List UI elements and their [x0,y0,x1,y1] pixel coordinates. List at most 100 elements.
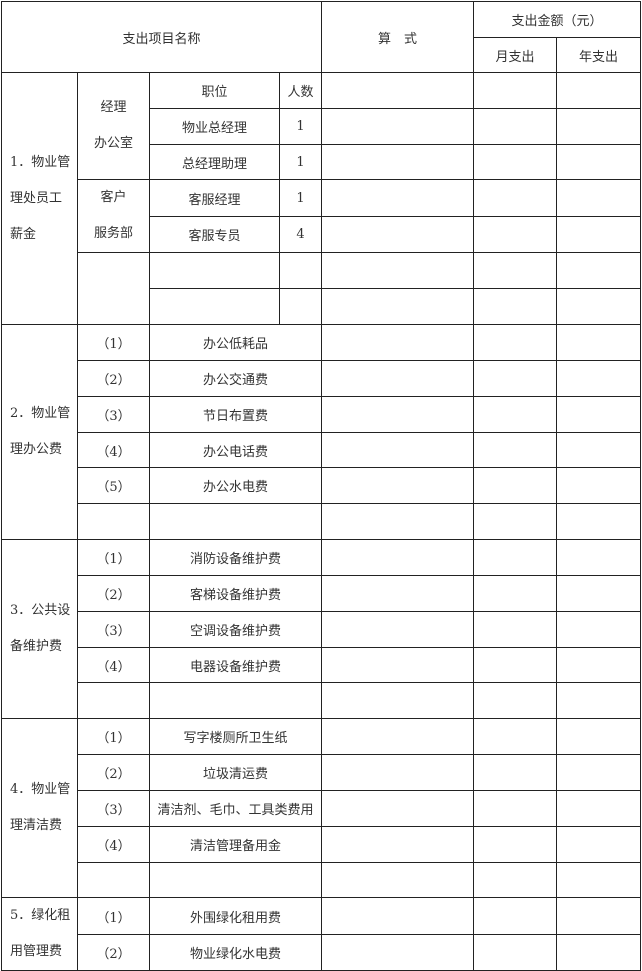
yearly-cell[interactable] [556,288,642,326]
formula-cell[interactable] [321,252,475,290]
formula-cell[interactable] [321,897,475,935]
formula-cell[interactable] [321,503,475,541]
blank-item[interactable] [148,503,323,541]
formula-cell[interactable] [321,933,475,971]
yearly-cell[interactable] [556,574,642,612]
yearly-cell[interactable] [556,467,642,505]
formula-cell[interactable] [321,324,475,361]
blank-position[interactable] [149,288,280,326]
formula-cell[interactable] [321,288,475,326]
text-line: 3．公共设 [10,603,71,619]
formula-cell[interactable] [321,395,475,433]
header-row: 支出项目名称 算 式 支出金额（元） [0,1,642,73]
blank-count[interactable] [278,252,323,290]
yearly-cell[interactable] [556,539,642,576]
item-name: 垃圾清运费 [148,754,323,791]
formula-cell[interactable] [321,431,475,469]
yearly-cell[interactable] [556,359,642,397]
formula-cell[interactable] [321,359,475,397]
monthly-cell[interactable] [473,143,558,181]
monthly-cell[interactable] [473,215,558,254]
yearly-cell[interactable] [556,503,642,541]
yearly-cell[interactable] [556,431,642,469]
yearly-cell[interactable] [556,754,642,791]
monthly-cell[interactable] [473,646,558,684]
blank-number[interactable] [77,861,150,899]
monthly-cell[interactable] [473,324,558,361]
monthly-cell[interactable] [473,897,558,935]
monthly-cell[interactable] [473,503,558,541]
formula-cell[interactable] [321,539,475,576]
formula-cell[interactable] [321,107,475,145]
yearly-cell[interactable] [556,215,642,254]
item-name: 清洁剂、毛巾、工具类费用 [148,789,323,827]
yearly-cell[interactable] [556,933,642,971]
monthly-cell[interactable] [473,431,558,469]
monthly-cell[interactable] [473,179,558,217]
formula-cell[interactable] [321,825,475,863]
monthly-cell[interactable] [473,861,558,899]
yearly-cell[interactable] [556,610,642,648]
formula-cell[interactable] [321,718,475,756]
yearly-cell[interactable] [556,682,642,720]
yearly-cell[interactable] [556,324,642,361]
yearly-cell[interactable] [556,825,642,863]
blank-item[interactable] [148,682,323,720]
monthly-cell[interactable] [473,825,558,863]
text-line: 用管理费 [10,944,63,960]
department-name: 客户 服务部 [77,179,150,254]
formula-cell[interactable] [321,754,475,791]
staff-count: 1 [278,107,323,145]
formula-cell[interactable] [321,179,475,217]
blank-department [77,252,150,326]
yearly-cell[interactable] [556,718,642,756]
table-row: 5．绿化租 用管理费 （1） 外围绿化租用费 [1,897,642,971]
table-row: （2） 客梯设备维护费 [2,574,642,612]
yearly-cell[interactable] [556,252,642,290]
formula-cell[interactable] [321,861,475,899]
monthly-cell[interactable] [473,754,558,791]
formula-cell[interactable] [321,72,475,109]
table-row [2,288,642,326]
monthly-cell[interactable] [473,359,558,397]
staff-count: 1 [278,179,323,217]
formula-cell[interactable] [321,610,475,648]
monthly-cell[interactable] [473,539,558,576]
monthly-cell[interactable] [473,107,558,145]
formula-cell[interactable] [321,682,475,720]
blank-item[interactable] [148,861,323,899]
monthly-cell[interactable] [473,467,558,505]
monthly-cell[interactable] [473,252,558,290]
monthly-cell[interactable] [473,718,558,756]
monthly-cell[interactable] [473,288,558,326]
monthly-cell[interactable] [473,72,558,109]
table-row: （5） 办公水电费 [2,467,642,505]
monthly-cell[interactable] [473,395,558,433]
formula-cell[interactable] [321,467,475,505]
yearly-cell[interactable] [556,789,642,827]
yearly-cell[interactable] [556,395,642,433]
formula-cell[interactable] [321,646,475,684]
yearly-cell[interactable] [556,107,642,145]
monthly-cell[interactable] [473,933,558,971]
text-line: 经理 [100,100,127,116]
blank-position[interactable] [149,252,280,290]
monthly-cell[interactable] [473,610,558,648]
formula-cell[interactable] [321,789,475,827]
yearly-cell[interactable] [556,179,642,217]
yearly-cell[interactable] [556,72,642,109]
monthly-cell[interactable] [473,682,558,720]
monthly-cell[interactable] [473,789,558,827]
yearly-cell[interactable] [556,646,642,684]
yearly-cell[interactable] [556,861,642,899]
formula-cell[interactable] [321,143,475,181]
formula-cell[interactable] [321,574,475,612]
yearly-cell[interactable] [556,143,642,181]
text-line: 理处员工 [10,190,63,206]
monthly-cell[interactable] [473,574,558,612]
blank-count[interactable] [278,288,323,326]
blank-number[interactable] [77,503,150,541]
formula-cell[interactable] [321,215,475,254]
blank-number[interactable] [77,682,150,720]
yearly-cell[interactable] [556,897,642,935]
